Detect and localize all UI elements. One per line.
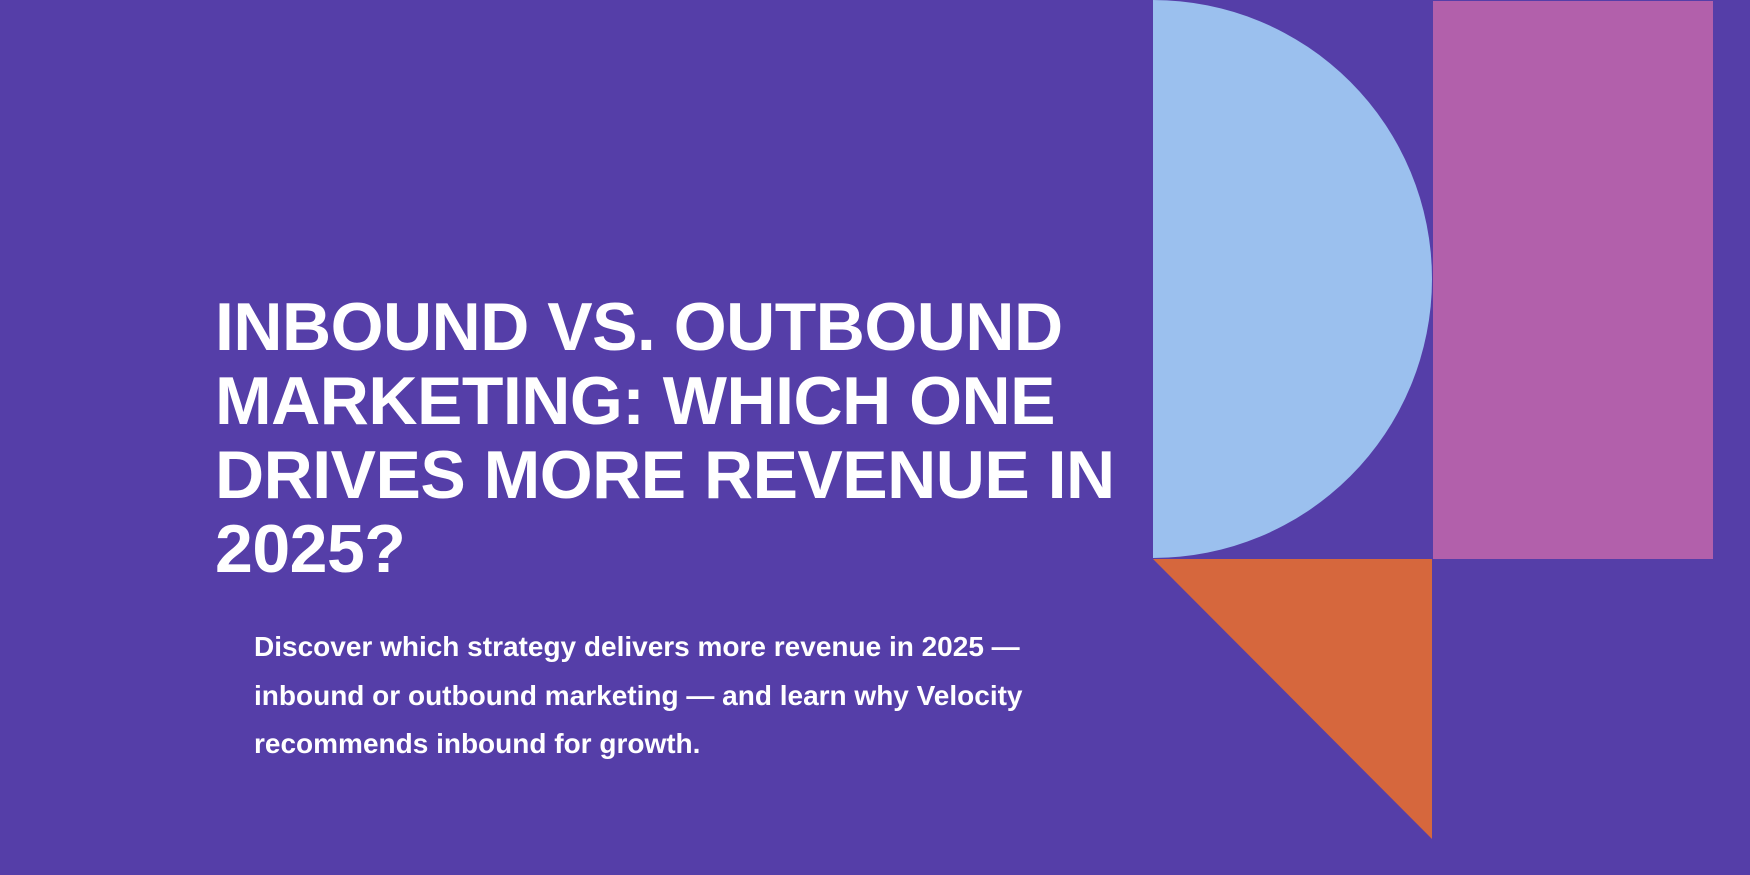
pink-rectangle xyxy=(1433,1,1713,559)
title-line: 2025? xyxy=(215,511,406,587)
title: INBOUND VS. OUTBOUND MARKETING: WHICH ONE… xyxy=(215,290,1115,586)
half-circle xyxy=(1153,0,1432,558)
description-line: inbound or outbound marketing — and lear… xyxy=(254,679,1023,711)
description: Discover which strategy delivers more re… xyxy=(254,623,1023,769)
description-line: recommends inbound for growth. xyxy=(254,728,701,759)
title-line: MARKETING: WHICH ONE xyxy=(215,363,1055,439)
description-line: Discover which strategy delivers more re… xyxy=(254,631,1020,662)
orange-triangle xyxy=(1153,559,1432,839)
title-line: DRIVES MORE REVENUE IN xyxy=(215,437,1115,513)
title-line: INBOUND VS. OUTBOUND xyxy=(215,289,1063,365)
